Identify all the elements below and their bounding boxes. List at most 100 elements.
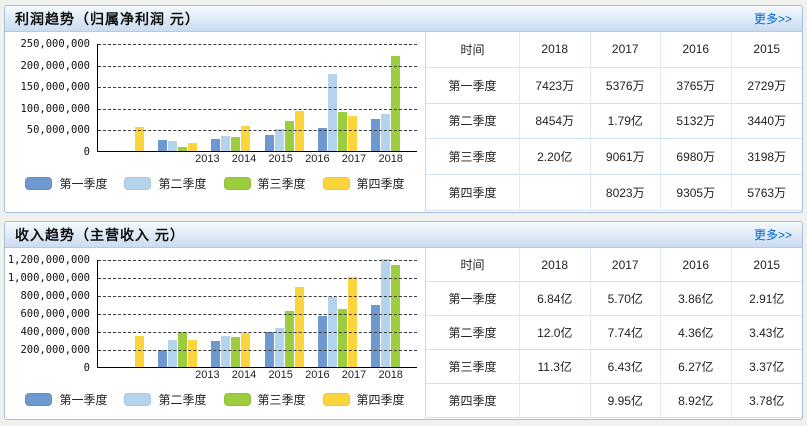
profit-panel-title: 利润趋势（归属净利润 元） — [15, 10, 200, 27]
table-cell: 5132万 — [661, 103, 732, 140]
revenue-panel-header: 收入趋势（主营收入 元） 更多>> — [5, 222, 802, 248]
revenue-chart-y-axis: 0 200,000,000 400,000,000 600,000,000 800,00… — [5, 254, 97, 374]
table-cell: 9061万 — [590, 139, 661, 176]
legend-label-q2: 第二季度 — [158, 177, 207, 191]
legend-item-q1: 第一季度 — [25, 391, 107, 408]
y-axis-tick-label: 200,000,000 — [20, 59, 90, 72]
y-axis-tick-label: 600,000,000 — [20, 308, 90, 320]
table-row-label: 第三季度 — [426, 350, 520, 384]
bar-group-2016 — [258, 287, 311, 367]
table-cell: 6.27亿 — [661, 350, 732, 384]
table-row-label: 第四季度 — [426, 384, 520, 418]
table-header-cell: 2015 — [731, 248, 802, 282]
bar-第三季度-2015 — [231, 137, 241, 151]
table-cell: 12.0亿 — [520, 316, 591, 350]
legend-label-q2: 第二季度 — [158, 393, 207, 407]
revenue-table: 时间 2018 2017 2016 2015 第一季度 6.84亿 5.70亿 … — [425, 248, 802, 418]
bar-第二季度-2018 — [380, 114, 390, 151]
profit-panel-body: 0 50,000,000 100,000,000 150,000,000 200,000… — [5, 32, 802, 211]
bar-第一季度-2014 — [158, 350, 168, 367]
legend-item-q1: 第一季度 — [25, 175, 107, 192]
gridline — [98, 332, 417, 333]
gridline — [98, 278, 417, 279]
x-axis-tick-label: 2017 — [341, 369, 367, 381]
x-axis-tick-label: 2017 — [341, 153, 367, 165]
bar-第四季度-2013 — [135, 336, 145, 367]
x-axis-tick-label: 2014 — [231, 369, 257, 381]
y-axis-tick-label: 0 — [83, 362, 90, 374]
table-cell: 2.20亿 — [520, 139, 591, 176]
bar-第四季度-2017 — [347, 277, 357, 367]
q1-color-swatch — [25, 177, 53, 190]
table-cell: 6.84亿 — [520, 282, 591, 316]
legend-item-q2: 第二季度 — [124, 391, 207, 408]
profit-chart-plot-area: 2013 2014 2015 2016 2017 2018 — [97, 44, 417, 168]
bar-第二季度-2014 — [168, 141, 178, 151]
bar-第三季度-2014 — [178, 147, 188, 151]
revenue-chart-legend: 第一季度 第二季度 第三季度 第四季度 — [5, 391, 425, 408]
table-cell: 8454万 — [520, 103, 591, 140]
gridline — [98, 87, 417, 89]
x-axis-tick-label: 2016 — [305, 153, 330, 165]
table-cell: 4.36亿 — [661, 316, 732, 350]
bar-group-2014 — [151, 332, 204, 367]
table-header-cell: 2016 — [661, 248, 732, 282]
profit-chart-y-axis: 0 50,000,000 100,000,000 150,000,000 200,000… — [5, 38, 97, 158]
profit-panel: 利润趋势（归属净利润 元） 更多>> 0 50,000,000 100,000,00… — [4, 5, 803, 213]
table-row-label: 第二季度 — [426, 103, 520, 140]
table-cell: 8023万 — [590, 175, 661, 211]
q3-color-swatch — [223, 177, 251, 190]
revenue-chart-plot — [97, 259, 417, 368]
y-axis-tick-label: 250,000,000 — [20, 38, 90, 50]
gridline — [98, 350, 417, 351]
bar-第三季度-2016 — [284, 311, 294, 367]
bar-第四季度-2015 — [241, 126, 251, 151]
bar-第二季度-2016 — [274, 328, 284, 367]
bar-第四季度-2017 — [347, 116, 357, 151]
bar-第四季度-2013 — [135, 127, 145, 151]
bar-group-2018 — [364, 56, 417, 151]
bar-group-2014 — [151, 140, 204, 151]
bar-group-2017 — [311, 277, 364, 367]
y-axis-tick-label: 150,000,000 — [20, 81, 90, 94]
revenue-panel-title: 收入趋势（主营收入 元） — [15, 226, 185, 243]
bar-第一季度-2014 — [158, 140, 168, 151]
bar-第一季度-2015 — [211, 139, 221, 151]
bar-第一季度-2016 — [264, 332, 274, 367]
table-cell: 5763万 — [731, 175, 802, 211]
bar-第二季度-2016 — [274, 129, 284, 151]
table-header-cell: 2016 — [661, 32, 732, 68]
q3-color-swatch — [223, 393, 251, 406]
bar-第三季度-2015 — [231, 337, 241, 367]
legend-item-q2: 第二季度 — [124, 175, 207, 192]
table-cell: 3.78亿 — [731, 384, 802, 418]
gridline — [98, 108, 417, 110]
table-cell — [520, 384, 591, 418]
bar-第四季度-2014 — [188, 340, 198, 367]
bar-第二季度-2014 — [168, 340, 178, 367]
bar-第四季度-2014 — [188, 143, 198, 151]
bar-第三季度-2018 — [390, 56, 400, 151]
bar-第二季度-2015 — [221, 336, 231, 367]
table-row-label: 第一季度 — [426, 282, 520, 316]
table-header-cell: 2015 — [731, 32, 802, 68]
table-header-cell: 2017 — [590, 32, 661, 68]
x-axis-tick-label: 2018 — [378, 153, 403, 165]
revenue-more-link[interactable]: 更多>> — [753, 228, 792, 242]
table-cell: 3.43亿 — [731, 316, 802, 350]
table-cell: 5.70亿 — [590, 282, 661, 316]
table-header-cell: 2018 — [520, 248, 591, 282]
y-axis-tick-label: 800,000,000 — [20, 290, 90, 302]
bar-group-2017 — [311, 74, 364, 151]
table-cell: 8.92亿 — [661, 384, 732, 418]
table-cell: 3765万 — [661, 67, 732, 104]
bar-第三季度-2017 — [337, 309, 347, 367]
legend-item-q3: 第三季度 — [223, 391, 306, 408]
profit-more-link[interactable]: 更多>> — [753, 12, 792, 26]
table-header-cell: 时间 — [426, 248, 520, 282]
profit-chart: 0 50,000,000 100,000,000 150,000,000 200,000… — [5, 32, 425, 211]
bar-group-2018 — [364, 259, 417, 367]
table-row-label: 第三季度 — [426, 139, 520, 176]
gridline — [98, 130, 417, 132]
bar-第一季度-2017 — [317, 316, 327, 367]
